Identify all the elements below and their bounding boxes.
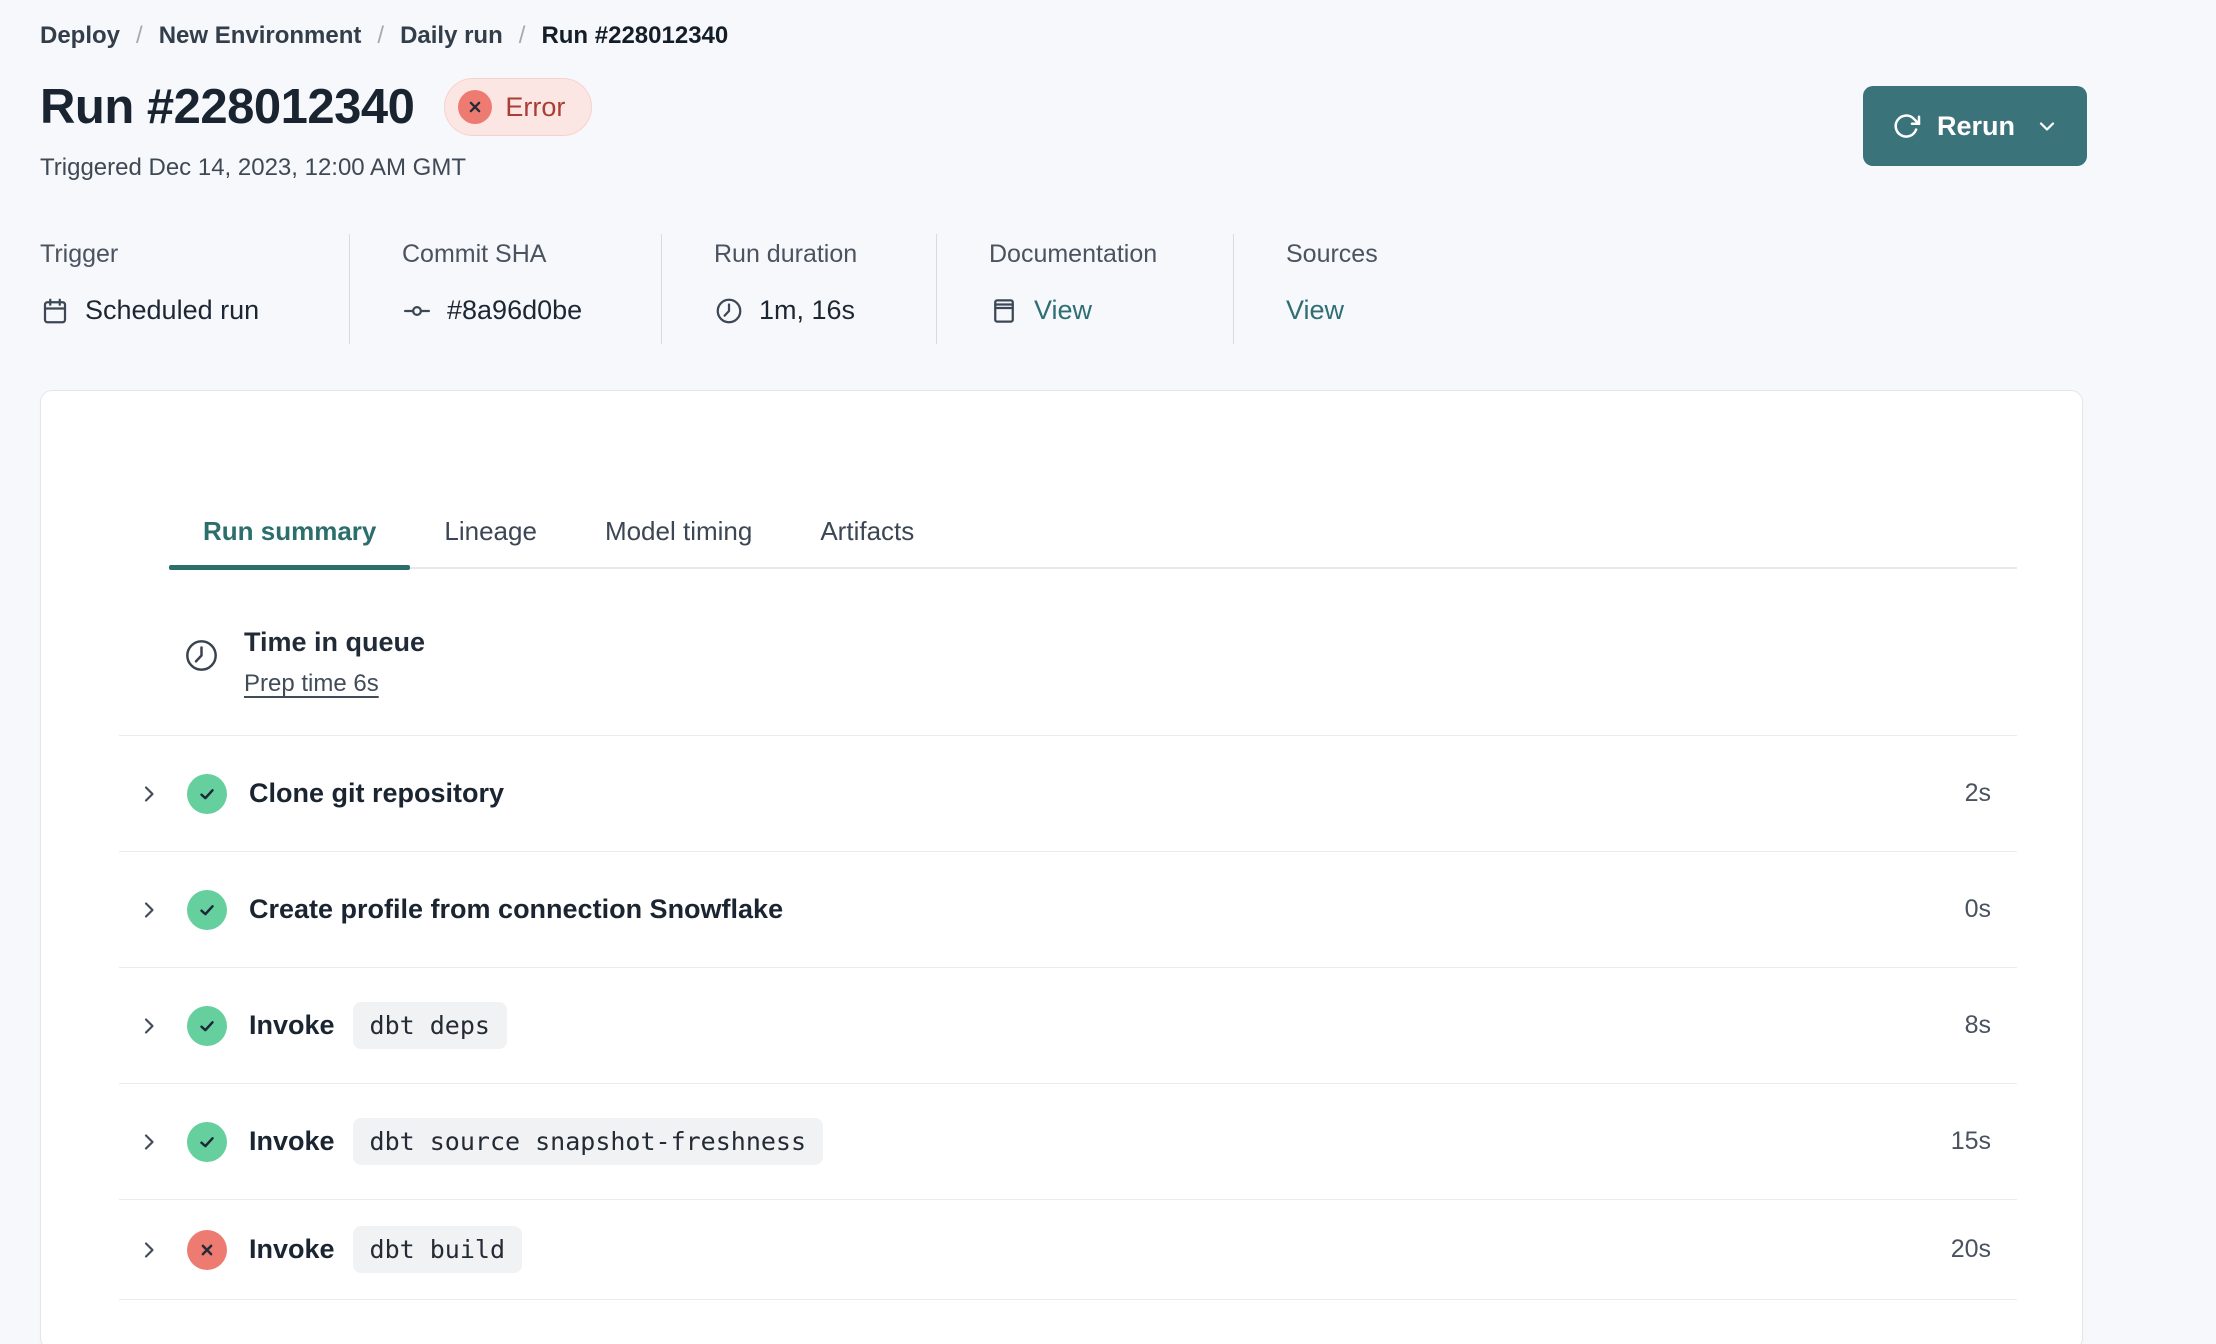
commit-icon <box>402 296 432 326</box>
page-header: Run #228012340 Error Triggered Dec 14, 2… <box>40 78 2087 182</box>
meta-value: View <box>1286 295 1378 326</box>
breadcrumb-item[interactable]: Daily run <box>400 22 503 49</box>
status-badge-label: Error <box>505 91 566 122</box>
rerun-button[interactable]: Rerun <box>1862 86 2087 166</box>
step-command-chip: dbt source snapshot-freshness <box>352 1118 824 1165</box>
meta-row: Trigger Scheduled run Commit SHA #8a96d0be R… <box>40 234 2087 344</box>
error-status-icon <box>187 1229 227 1270</box>
page-title: Run #228012340 <box>40 80 415 134</box>
success-status-icon <box>187 1005 227 1046</box>
status-badge: Error <box>444 78 593 136</box>
tab-lineage[interactable]: Lineage <box>444 515 537 546</box>
docs-icon <box>989 296 1019 326</box>
step-row[interactable]: Clone git repository 2s <box>119 736 2017 852</box>
step-row[interactable]: Invoke dbt source snapshot-freshness 15s <box>119 1084 2017 1200</box>
tab-model-timing[interactable]: Model timing <box>604 515 753 546</box>
clock-icon <box>714 296 744 326</box>
step-label: Invoke <box>249 1126 335 1156</box>
calendar-icon <box>40 296 70 326</box>
success-status-icon <box>187 889 227 930</box>
meta-column-sources: Sources View <box>1234 234 1418 344</box>
chevron-right-icon[interactable] <box>137 782 161 806</box>
step-label: Invoke <box>249 1234 335 1264</box>
chevron-right-icon[interactable] <box>137 1014 161 1038</box>
view-link[interactable]: View <box>1034 295 1093 325</box>
step-row[interactable]: Create profile from connection Snowflake… <box>119 852 2017 968</box>
step-label: Create profile from connection Snowflake <box>249 894 784 924</box>
step-list: Clone git repository 2s Create profile fro… <box>119 736 2017 1300</box>
tab-bar: Run summary Lineage Model timing Artifacts <box>169 495 2017 570</box>
success-status-icon <box>187 1121 227 1162</box>
clock-icon <box>183 637 220 679</box>
run-summary-card: Run summary Lineage Model timing Artifacts … <box>40 390 2083 1344</box>
step-duration: 15s <box>1950 1127 1991 1155</box>
breadcrumb-separator: / <box>377 22 385 49</box>
step-duration: 20s <box>1950 1235 1991 1263</box>
tab-run-summary[interactable]: Run summary <box>169 495 411 570</box>
triggered-timestamp: Triggered Dec 14, 2023, 12:00 AM GMT <box>40 154 466 181</box>
meta-value-text: #8a96d0be <box>447 295 583 325</box>
meta-value: 1m, 16s <box>714 295 896 326</box>
step-command-chip: dbt deps <box>352 1002 507 1049</box>
meta-label: Documentation <box>989 240 1158 268</box>
prep-time-link[interactable]: Prep time 6s <box>244 670 379 697</box>
error-x-icon <box>458 90 493 124</box>
step-command-chip: dbt build <box>352 1226 523 1273</box>
refresh-icon <box>1891 111 1921 141</box>
chevron-right-icon[interactable] <box>137 898 161 922</box>
time-in-queue-section: Time in queue Prep time 6s <box>119 569 2017 736</box>
breadcrumb-item[interactable]: Deploy <box>40 22 121 49</box>
breadcrumb-item[interactable]: Run #228012340 <box>541 22 729 49</box>
meta-value: #8a96d0be <box>402 295 621 326</box>
step-row[interactable]: Invoke dbt build 20s <box>119 1200 2017 1300</box>
step-row[interactable]: Invoke dbt deps 8s <box>119 968 2017 1084</box>
queue-title: Time in queue <box>244 627 426 657</box>
breadcrumb-separator: / <box>518 22 526 49</box>
step-duration: 8s <box>1964 1011 1991 1039</box>
step-duration: 2s <box>1964 779 1991 807</box>
breadcrumb-item[interactable]: New Environment <box>158 22 362 49</box>
rerun-label: Rerun <box>1936 110 2015 141</box>
chevron-right-icon[interactable] <box>137 1130 161 1154</box>
meta-column-commit-sha: Commit SHA #8a96d0be <box>350 234 662 344</box>
meta-value-text: 1m, 16s <box>759 295 856 325</box>
meta-value-text: Scheduled run <box>85 295 260 325</box>
meta-value: View <box>989 295 1193 326</box>
chevron-down-icon <box>2035 114 2059 138</box>
step-label: Clone git repository <box>249 778 505 808</box>
meta-column-trigger: Trigger Scheduled run <box>40 234 350 344</box>
meta-value: Scheduled run <box>40 295 309 326</box>
meta-label: Sources <box>1286 240 1378 268</box>
meta-label: Trigger <box>40 240 119 268</box>
breadcrumb: Deploy / New Environment / Daily run / Run #22… <box>40 22 2087 50</box>
tab-artifacts[interactable]: Artifacts <box>820 515 915 546</box>
step-duration: 0s <box>1964 895 1991 923</box>
success-status-icon <box>187 773 227 814</box>
meta-label: Commit SHA <box>402 240 547 268</box>
meta-column-run-duration: Run duration 1m, 16s <box>662 234 937 344</box>
breadcrumb-separator: / <box>136 22 143 49</box>
step-label: Invoke <box>249 1010 335 1040</box>
chevron-right-icon[interactable] <box>137 1238 161 1262</box>
meta-column-documentation: Documentation View <box>937 234 1234 344</box>
view-link[interactable]: View <box>1286 295 1345 325</box>
meta-label: Run duration <box>714 240 858 268</box>
